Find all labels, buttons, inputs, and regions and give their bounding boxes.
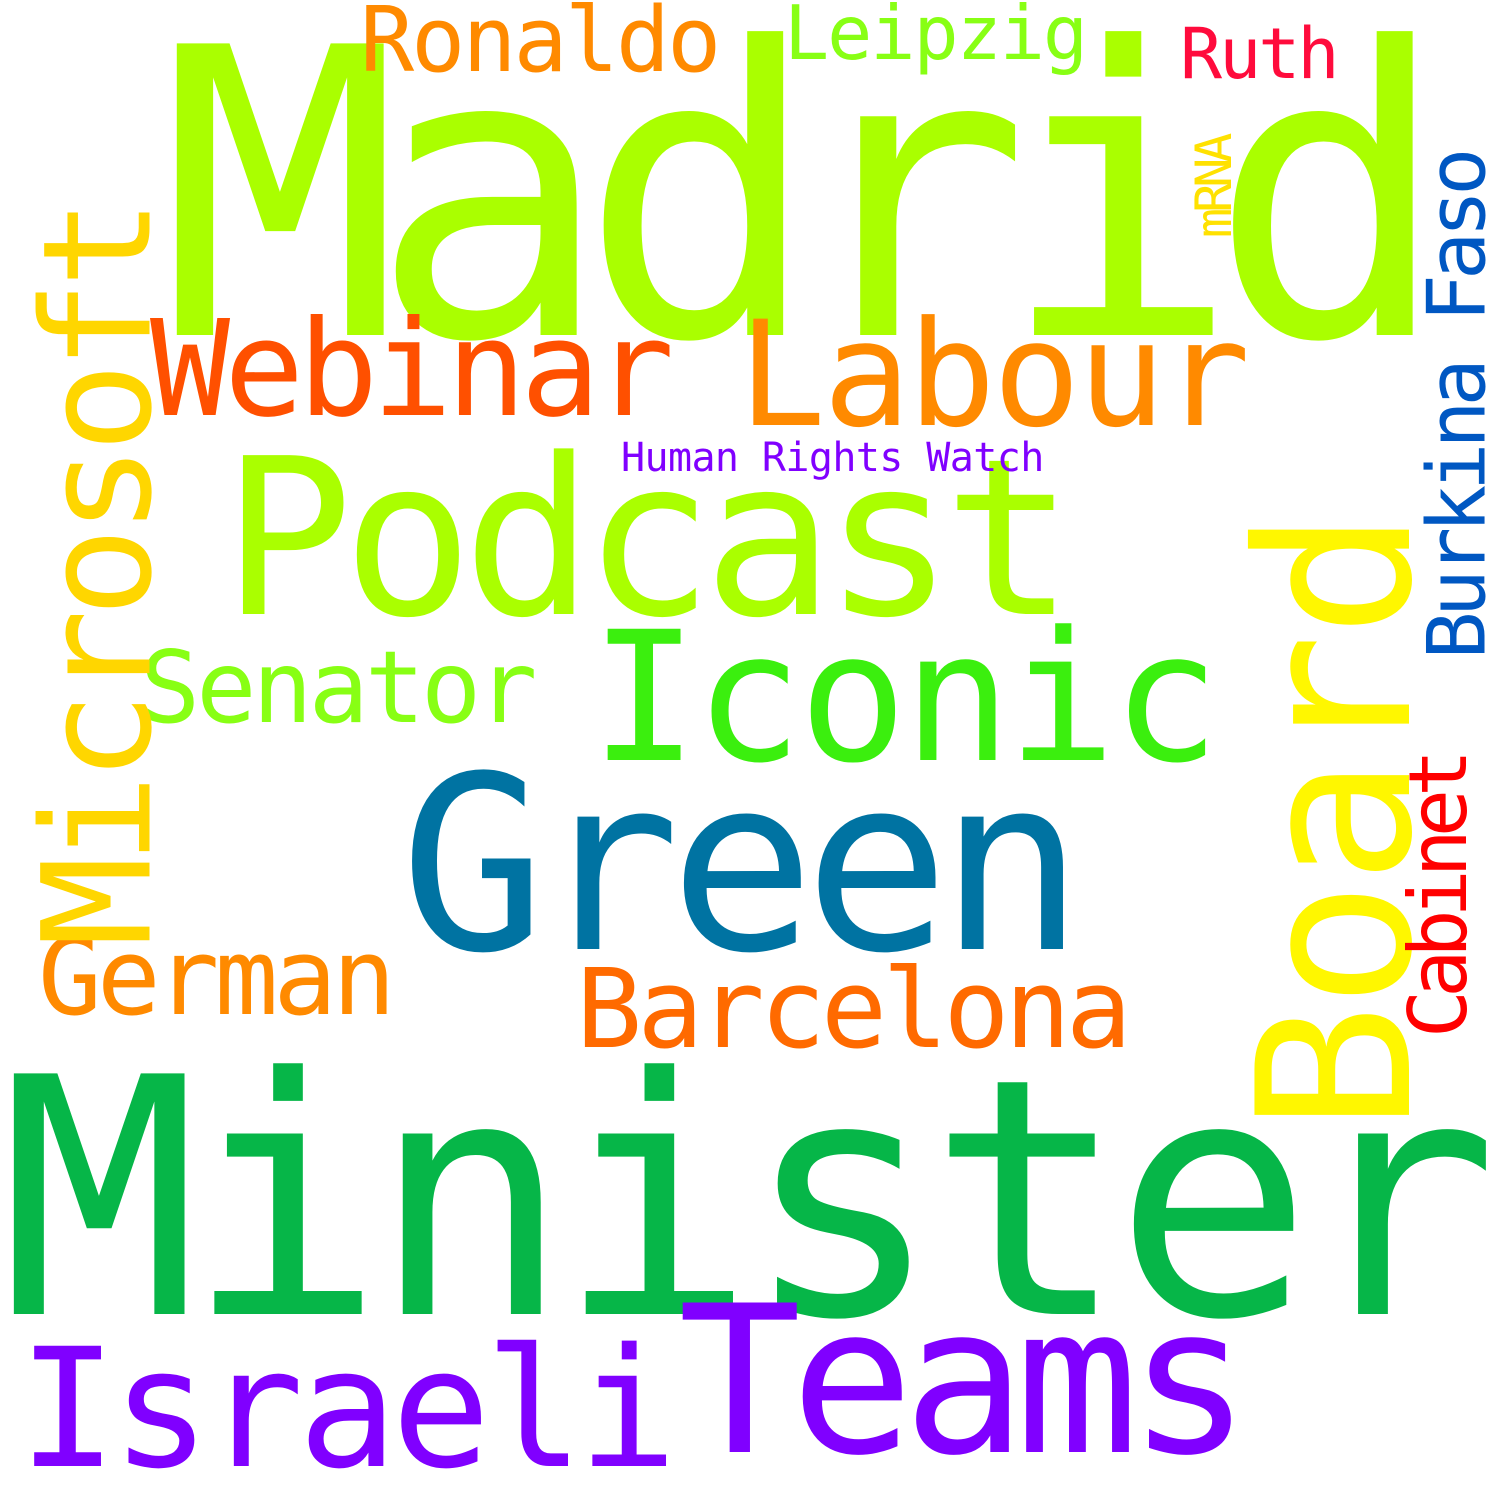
word-microsoft: Microsoft <box>11 205 186 947</box>
word-webinar: Webinar <box>150 293 675 447</box>
word-teams: Teams <box>678 1263 1251 1500</box>
word-mrna: mRNA <box>1185 137 1243 238</box>
word-ronaldo: Ronaldo <box>360 0 721 93</box>
word-human-rights-watch: Human Rights Watch <box>621 435 1044 481</box>
word-labour: Labour <box>738 290 1250 460</box>
word-madrid: Madrid <box>160 0 1450 430</box>
word-green: Green <box>400 725 1084 1007</box>
word-iconic: Iconic <box>590 594 1220 803</box>
word-cabinet: Cabinet <box>1392 756 1485 1038</box>
word-ruth: Ruth <box>1180 13 1340 95</box>
word-barcelona: Barcelona <box>576 945 1132 1073</box>
word-senator: Senator <box>140 629 537 746</box>
word-burkina-faso: Burkina Faso <box>1410 153 1500 660</box>
word-israeli: Israeli <box>18 1313 677 1500</box>
word-podcast: Podcast <box>222 413 1075 666</box>
word-german: German <box>38 916 396 1039</box>
word-minister: Minister <box>0 1008 1498 1392</box>
word-leipzig: Leipzig <box>784 0 1088 77</box>
